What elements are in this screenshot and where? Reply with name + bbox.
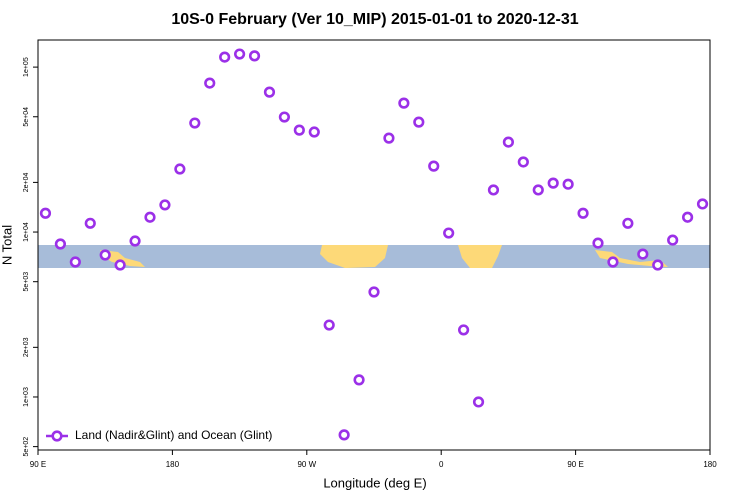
point [547, 177, 559, 189]
point [308, 126, 320, 138]
point [189, 117, 201, 129]
point [487, 184, 500, 196]
x-tick-label: 0 [439, 460, 444, 469]
point [54, 238, 67, 250]
point [667, 234, 679, 246]
point [248, 50, 261, 62]
y-tick-label: 2e+04 [23, 172, 30, 192]
plot-frame [37, 39, 711, 451]
legend-label: Land (Nadir&Glint) and Ocean (Glint) [75, 428, 272, 442]
point [323, 319, 335, 331]
y-tick-label: 5e+02 [23, 437, 30, 457]
x-tick-label: 90 E [567, 460, 583, 469]
point [652, 259, 664, 271]
y-tick-label: 2e+03 [23, 337, 30, 357]
point [622, 217, 634, 229]
y-tick-label: 5e+03 [23, 272, 30, 292]
point [159, 199, 171, 211]
x-axis-label: Longitude (deg E) [323, 475, 426, 490]
point [458, 324, 470, 336]
point [129, 235, 141, 247]
x-tick-label: 90 W [297, 460, 316, 469]
point [278, 111, 291, 123]
point [69, 256, 81, 268]
y-tick-label: 1e+04 [23, 222, 30, 242]
y-tick-label: 1e+03 [23, 387, 30, 407]
point [502, 136, 515, 148]
point [84, 217, 96, 229]
legend-marker [51, 430, 63, 442]
point [39, 207, 52, 219]
point [398, 97, 410, 109]
point [428, 160, 440, 172]
point [472, 396, 485, 408]
point [383, 132, 395, 144]
point [368, 286, 380, 298]
point [293, 124, 305, 136]
x-tick-label: 180 [703, 460, 717, 469]
point [517, 156, 529, 168]
point [353, 374, 365, 386]
point [443, 227, 455, 239]
point [338, 429, 350, 441]
map-strip [38, 245, 710, 268]
point [144, 211, 156, 223]
point [114, 259, 126, 271]
point [204, 77, 216, 89]
point [234, 48, 246, 60]
point [681, 211, 694, 223]
y-tick-label: 5e+04 [23, 107, 30, 127]
y-tick-label: 1e+05 [23, 57, 30, 77]
point [577, 207, 589, 219]
point [532, 184, 544, 196]
point [219, 51, 231, 63]
point [696, 198, 709, 210]
chart-title: 10S-0 February (Ver 10_MIP) 2015-01-01 t… [171, 11, 578, 28]
x-tick-label: 180 [166, 460, 180, 469]
point [263, 86, 276, 98]
point [637, 248, 649, 260]
point [592, 237, 604, 249]
point [562, 178, 574, 190]
point [99, 249, 111, 261]
point [607, 256, 619, 268]
x-tick-label: 90 E [30, 460, 46, 469]
point [413, 116, 425, 128]
y-axis-label: N Total [0, 225, 14, 265]
point [174, 163, 186, 175]
